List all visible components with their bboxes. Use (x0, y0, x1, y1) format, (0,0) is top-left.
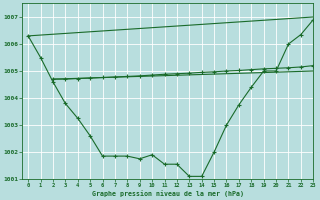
X-axis label: Graphe pression niveau de la mer (hPa): Graphe pression niveau de la mer (hPa) (92, 190, 244, 197)
